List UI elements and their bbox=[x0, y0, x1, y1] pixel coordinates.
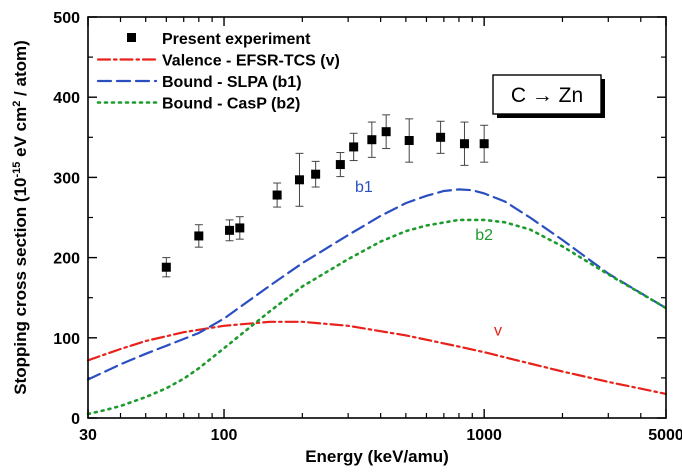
data-point bbox=[459, 139, 469, 149]
data-point bbox=[294, 175, 304, 185]
y-tick-label: 200 bbox=[53, 251, 80, 268]
data-point bbox=[436, 132, 446, 142]
series-line bbox=[86, 320, 668, 395]
series-label: b1 bbox=[355, 179, 373, 196]
series-labels: v b1 b2 bbox=[355, 179, 502, 340]
x-axis-title: Energy (keV/amu) bbox=[305, 447, 449, 466]
y-tick-label: 300 bbox=[53, 170, 80, 187]
y-tick-label: 400 bbox=[53, 90, 80, 107]
data-point bbox=[349, 142, 359, 152]
series-label: v bbox=[494, 322, 502, 339]
data-point bbox=[367, 135, 377, 145]
plot-frame bbox=[87, 16, 667, 419]
annotation-frame bbox=[492, 74, 602, 115]
series-line bbox=[86, 188, 668, 381]
x-tick-label: 30 bbox=[79, 427, 97, 444]
tick-labels: 30 100 1000 5000 0 100 200 300 400 500 bbox=[53, 10, 682, 444]
y-axis-title: Stopping cross section (10-15 eV cm2 / a… bbox=[11, 40, 30, 395]
y-tick-label: 100 bbox=[53, 331, 80, 348]
series-line bbox=[86, 218, 668, 416]
data-point bbox=[272, 190, 282, 200]
y-axis-title-exp1: -15 bbox=[11, 162, 23, 178]
legend-label: Present experiment bbox=[162, 31, 311, 48]
axis-ticks bbox=[87, 16, 667, 419]
legend-marker bbox=[127, 33, 136, 42]
y-axis-title-pre: Stopping cross section (10 bbox=[11, 178, 30, 395]
data-point bbox=[479, 139, 489, 149]
annotation-text: C → Zn bbox=[511, 84, 583, 107]
series-label: b2 bbox=[475, 227, 493, 244]
y-axis-title-mid: eV cm bbox=[11, 107, 30, 162]
y-tick-label: 0 bbox=[71, 411, 80, 428]
y-axis-title-exp2: 2 bbox=[11, 101, 23, 107]
data-point bbox=[161, 262, 171, 272]
theory-curves bbox=[86, 188, 668, 416]
data-point bbox=[311, 169, 321, 179]
data-point bbox=[194, 231, 204, 241]
x-tick-label: 5000 bbox=[648, 427, 682, 444]
experiment-markers bbox=[161, 114, 489, 278]
data-point bbox=[235, 223, 245, 233]
legend: Present experiment Valence - EFSR-TCS (v)… bbox=[96, 31, 340, 113]
data-point bbox=[225, 225, 235, 235]
data-point bbox=[404, 136, 414, 146]
legend-label: Valence - EFSR-TCS (v) bbox=[162, 53, 340, 70]
x-tick-label: 100 bbox=[211, 427, 238, 444]
y-tick-label: 500 bbox=[53, 10, 80, 27]
legend-label: Bound - CasP (b2) bbox=[162, 96, 300, 113]
y-axis-title-post: / atom) bbox=[11, 40, 30, 100]
x-tick-label: 1000 bbox=[466, 427, 502, 444]
data-point bbox=[381, 127, 391, 137]
legend-label: Bound - SLPA (b1) bbox=[162, 74, 302, 91]
reaction-annotation-box: C → Zn bbox=[492, 74, 605, 118]
data-point bbox=[335, 160, 345, 170]
